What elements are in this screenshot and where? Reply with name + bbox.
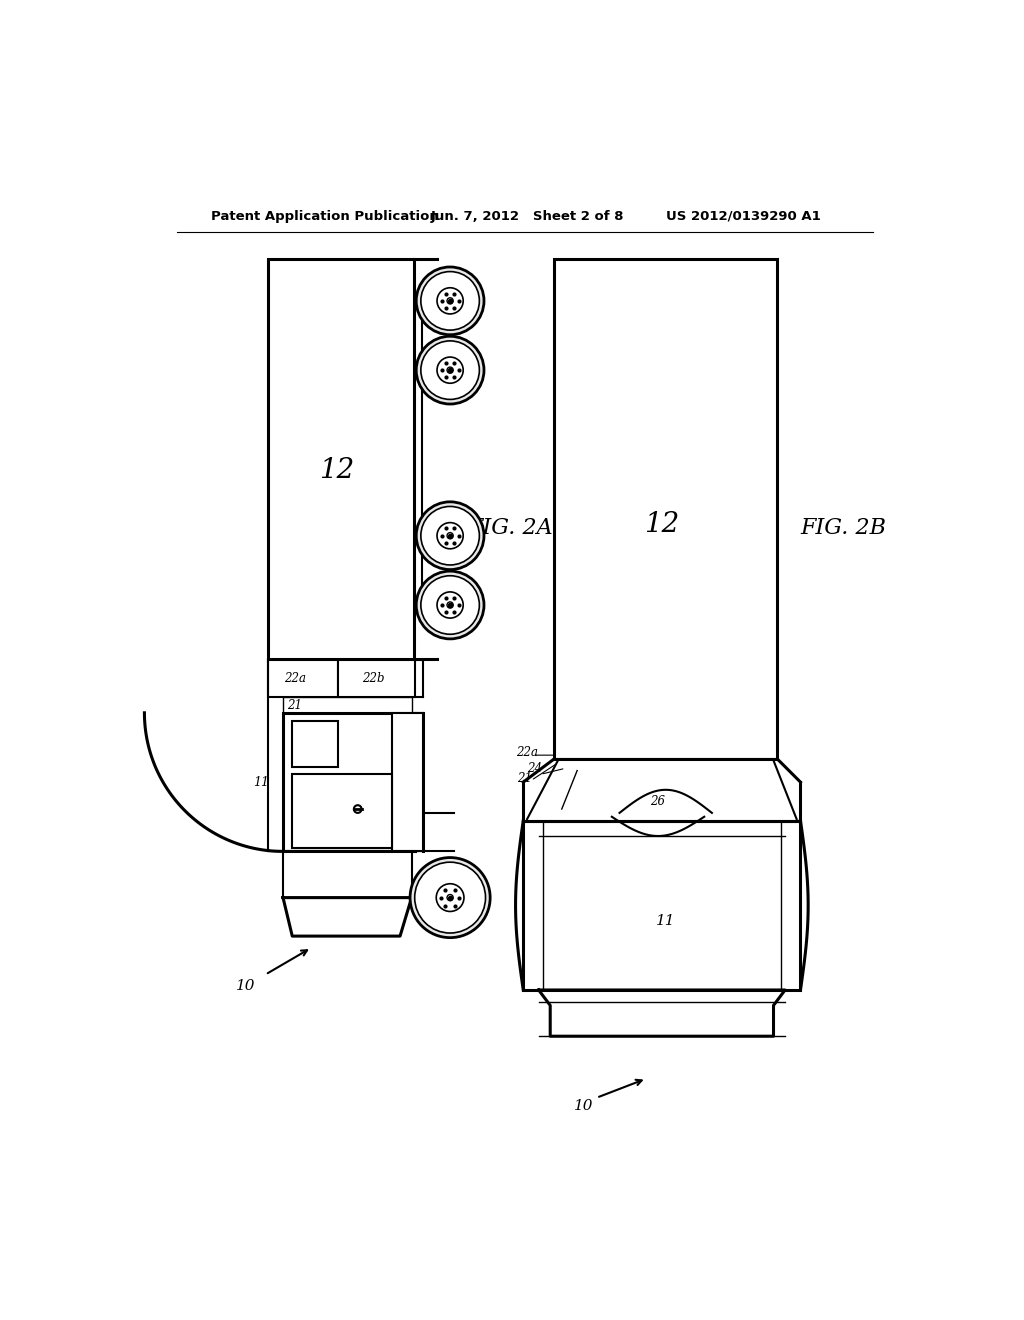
Text: 12: 12 <box>319 457 354 483</box>
Bar <box>267 660 339 697</box>
Text: FIG. 2A: FIG. 2A <box>468 517 554 539</box>
Circle shape <box>437 591 463 618</box>
Text: 22a: 22a <box>284 672 305 685</box>
Text: 24: 24 <box>527 762 543 775</box>
Circle shape <box>437 358 463 383</box>
Text: 10: 10 <box>237 979 256 993</box>
Bar <box>283 851 412 898</box>
Text: 21: 21 <box>517 772 532 785</box>
Circle shape <box>410 858 490 937</box>
Text: Patent Application Publication: Patent Application Publication <box>211 210 439 223</box>
Text: Jun. 7, 2012   Sheet 2 of 8: Jun. 7, 2012 Sheet 2 of 8 <box>431 210 625 223</box>
Circle shape <box>416 572 484 639</box>
Bar <box>554 259 777 759</box>
Circle shape <box>447 895 454 900</box>
Bar <box>283 713 416 851</box>
Circle shape <box>421 272 479 330</box>
Circle shape <box>437 523 463 549</box>
Text: 11: 11 <box>656 913 676 928</box>
Bar <box>292 721 339 767</box>
Text: 12: 12 <box>644 511 680 537</box>
Bar <box>267 259 414 659</box>
Circle shape <box>416 267 484 335</box>
Circle shape <box>416 337 484 404</box>
Bar <box>292 775 392 847</box>
Circle shape <box>421 507 479 565</box>
Bar <box>283 697 412 713</box>
Bar <box>523 821 801 990</box>
Circle shape <box>437 288 463 314</box>
Circle shape <box>416 502 484 570</box>
Text: FIG. 2B: FIG. 2B <box>801 517 887 539</box>
Text: 22b: 22b <box>361 672 384 685</box>
Text: 10: 10 <box>573 1098 593 1113</box>
Circle shape <box>447 298 454 304</box>
Text: 11: 11 <box>254 776 269 788</box>
Text: 26: 26 <box>650 795 666 808</box>
Text: 21: 21 <box>287 698 302 711</box>
Circle shape <box>421 576 479 635</box>
Bar <box>392 713 423 851</box>
Bar <box>339 660 416 697</box>
Circle shape <box>421 341 479 400</box>
Circle shape <box>415 862 485 933</box>
Circle shape <box>447 532 454 539</box>
Text: 22a: 22a <box>516 746 538 759</box>
Circle shape <box>447 367 454 374</box>
Circle shape <box>436 884 464 911</box>
Text: US 2012/0139290 A1: US 2012/0139290 A1 <box>666 210 820 223</box>
Circle shape <box>447 602 454 609</box>
